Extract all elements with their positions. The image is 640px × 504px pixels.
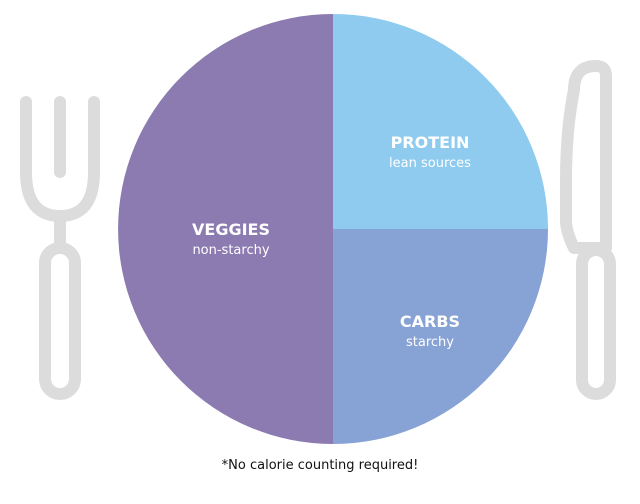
protein-subtitle: lean sources xyxy=(389,156,471,171)
veggies-subtitle: non-starchy xyxy=(192,243,269,258)
protein-title: PROTEIN xyxy=(391,133,470,152)
carbs-subtitle: starchy xyxy=(406,335,454,350)
plate xyxy=(118,14,548,444)
knife-icon xyxy=(560,60,616,400)
carbs-title: CARBS xyxy=(400,312,460,331)
veggies-title: VEGGIES xyxy=(192,220,270,239)
footnote: *No calorie counting required! xyxy=(221,458,419,473)
carbs-section xyxy=(333,229,548,444)
veggies-section xyxy=(118,14,333,444)
fork-icon xyxy=(20,96,100,400)
protein-section xyxy=(333,14,548,229)
